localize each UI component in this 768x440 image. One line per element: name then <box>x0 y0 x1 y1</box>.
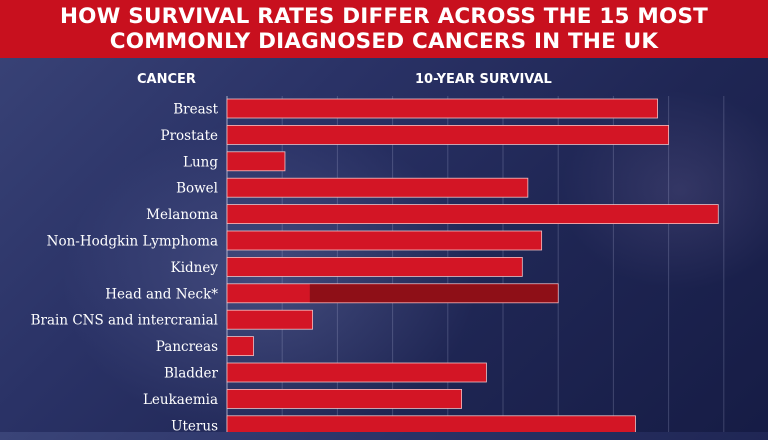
category-label: Uterus <box>171 418 218 432</box>
category-label: Pancreas <box>156 339 218 355</box>
category-label: Lung <box>183 154 218 170</box>
category-label: Brain CNS and intercranial <box>31 313 218 329</box>
chart-title: HOW SURVIVAL RATES DIFFER ACROSS THE 15 … <box>59 4 708 54</box>
category-label: Non-Hodgkin Lymphoma <box>47 234 218 250</box>
bar <box>226 125 670 145</box>
category-label: Breast <box>173 102 218 118</box>
survival-column-header: 10-YEAR SURVIVAL <box>415 72 552 87</box>
category-label: Head and Neck* <box>105 286 218 302</box>
bar <box>226 230 543 251</box>
bar <box>226 336 254 357</box>
category-label: Bowel <box>176 181 218 197</box>
category-label: Bladder <box>164 366 219 382</box>
bar <box>226 177 529 198</box>
cancer-column-header: CANCER <box>137 72 196 87</box>
bar <box>226 362 487 383</box>
bar <box>226 98 658 119</box>
bar <box>226 309 313 330</box>
bar-segment-dark <box>309 284 558 303</box>
bar <box>226 388 463 409</box>
category-label: Kidney <box>171 260 219 276</box>
bar <box>226 256 523 277</box>
bar <box>226 204 719 225</box>
bar <box>226 415 636 432</box>
category-label: Leukaemia <box>143 392 218 408</box>
category-label: Melanoma <box>146 207 218 223</box>
title-banner: HOW SURVIVAL RATES DIFFER ACROSS THE 15 … <box>0 0 768 58</box>
bar <box>226 151 286 172</box>
category-label: Prostate <box>161 128 218 144</box>
